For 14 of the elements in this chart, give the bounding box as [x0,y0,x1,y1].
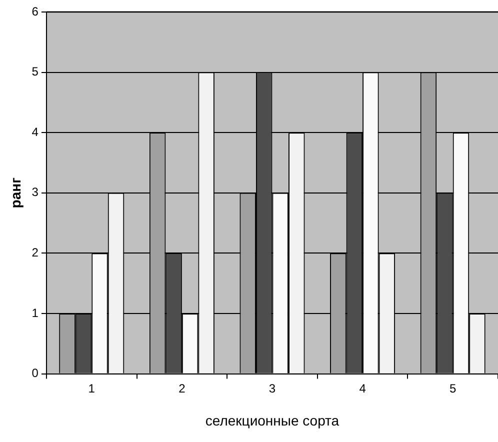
x-tick-label: 4 [359,381,366,396]
y-tick-label: 5 [32,64,39,79]
x-tick-label: 3 [268,381,276,396]
y-tick-label: 2 [32,246,39,260]
x-tick-label: 5 [450,381,457,396]
y-tick-label: 1 [32,306,39,320]
y-axis-title: ранг [7,177,24,208]
x-axis-title: селекционные сорта [205,412,340,428]
y-tick-label: 0 [32,366,39,380]
y-tick-label: 6 [32,4,39,18]
x-tick-label: 1 [88,381,96,396]
x-tick-label: 2 [178,381,186,396]
y-tick-label: 3 [32,185,39,200]
y-tick-label: 4 [32,124,39,139]
